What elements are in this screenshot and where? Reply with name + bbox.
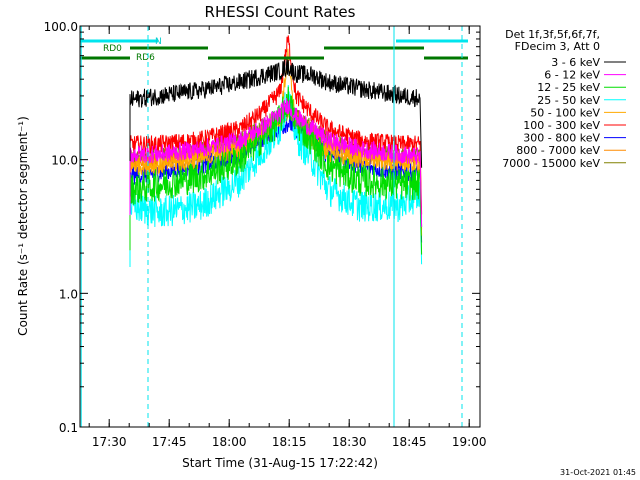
chart-title: RHESSI Count Rates [205,3,356,21]
rd0-flag-label: RD0 [103,44,122,54]
legend-entry-label-8: 7000 - 15000 keV [502,157,600,170]
plot-frame [79,25,481,428]
x-axis-label: Start Time (31-Aug-15 17:22:42) [182,456,378,470]
legend-entry-label-6: 300 - 800 keV [523,132,600,145]
x-tick-label-4: 18:30 [332,435,367,449]
series-layer [129,35,423,267]
x-tick-label-3: 18:15 [272,435,307,449]
x-tick-label-6: 19:00 [452,435,487,449]
series-line-2 [129,98,423,227]
series-line-1 [129,58,423,168]
x-tick-label-5: 18:45 [392,435,427,449]
x-tick-label-0: 17:30 [92,435,127,449]
rd6-flag-label: RD6 [136,53,155,63]
legend: Det 1f,3f,5f,6f,7f,FDecim 3, Att 0 3 - 6 … [502,28,626,170]
legend-entry-label-4: 50 - 100 keV [530,106,600,119]
flags-layer: N RD0 RD6 [80,37,468,63]
legend-header-line-1: FDecim 3, Att 0 [515,40,600,53]
footer-date: 31-Oct-2021 01:45 [560,468,636,477]
vertical-lines-layer [80,26,463,427]
x-tick-label-2: 18:00 [212,435,247,449]
legend-entry-label-7: 800 - 7000 keV [516,144,600,157]
y-tick-label-3: 100.0 [44,20,78,34]
x-tick-label-1: 17:45 [152,435,187,449]
y-axis-label: Count Rate (s⁻¹ detector segment⁻¹) [16,116,30,336]
legend-entry-label-5: 100 - 300 keV [523,119,600,132]
y-tick-label-2: 10.0 [51,154,78,168]
legend-entry-label-0: 3 - 6 keV [551,56,600,69]
n-flag-label: N [155,37,162,47]
axes-layer: 17:30 17:45 18:00 18:15 18:30 18:45 19:00 0.1 1.… [44,20,487,449]
legend-entry-label-2: 12 - 25 keV [537,81,600,94]
legend-entry-label-1: 6 - 12 keV [544,69,600,82]
legend-header-line-0: Det 1f,3f,5f,6f,7f, [505,28,600,41]
y-tick-label-0: 0.1 [59,421,78,435]
legend-entry-label-3: 25 - 50 keV [537,94,600,107]
y-tick-label-1: 1.0 [59,287,78,301]
